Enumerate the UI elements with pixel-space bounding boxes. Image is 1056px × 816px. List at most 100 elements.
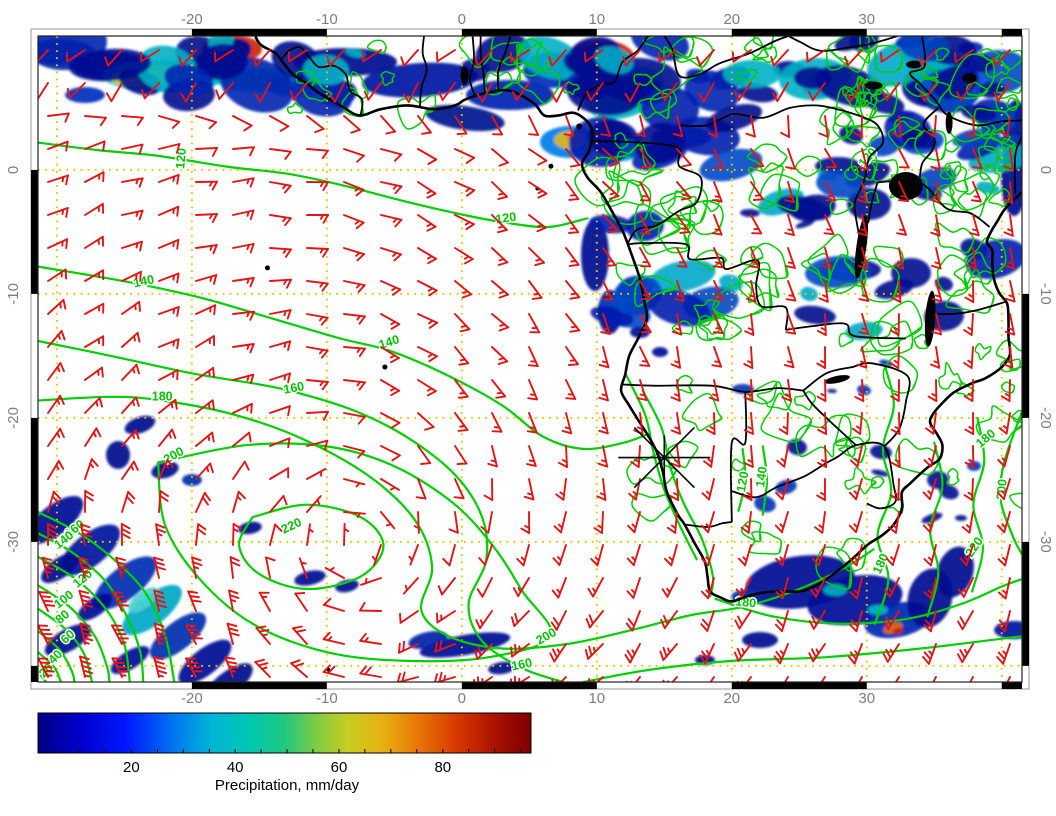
colorbar-label: Precipitation, mm/day — [214, 777, 360, 794]
lake — [945, 111, 953, 134]
height-contours — [38, 141, 1022, 682]
axis-label-right: -20 — [1037, 407, 1054, 429]
contour-label: 180 — [152, 390, 173, 404]
height-contour-40 — [38, 651, 62, 682]
axis-label-left: -30 — [5, 531, 22, 553]
location-marker-asterisk-icon — [618, 427, 711, 489]
map-frame — [30, 28, 1030, 690]
height-contour-160 — [625, 374, 698, 561]
height-contour-220 — [237, 503, 385, 591]
colorbar-tick-label: 80 — [434, 759, 451, 776]
axis-label-bottom: 20 — [723, 690, 740, 707]
contour-label: 120 — [495, 210, 518, 227]
precipitation-layer — [38, 36, 1022, 682]
height-contour-180 — [38, 395, 875, 650]
height-contour-140 — [38, 532, 145, 682]
africa-geography — [254, 36, 1022, 672]
country-border — [932, 300, 1008, 315]
island — [264, 265, 270, 271]
height-contour-120 — [737, 447, 747, 512]
height-contour-80 — [38, 607, 94, 682]
axis-label-right: 0 — [1037, 166, 1054, 174]
lake — [962, 73, 977, 84]
country-border — [679, 104, 885, 245]
height-contour-20 — [38, 671, 48, 682]
colorbar-gradient — [37, 712, 532, 754]
height-contour-220 — [971, 416, 986, 593]
height-contour-180 — [873, 367, 895, 625]
country-border — [577, 36, 649, 111]
country-border — [684, 521, 732, 528]
contour-label: 120 — [734, 470, 751, 493]
axis-label-left: -20 — [5, 407, 22, 429]
height-contour-160 — [38, 339, 565, 682]
coastline — [254, 36, 1022, 603]
contour-label: 120 — [173, 147, 189, 169]
country-border — [785, 322, 906, 340]
country-border — [909, 36, 1022, 127]
lake — [460, 66, 469, 85]
height-contour-140 — [38, 265, 650, 451]
country-border — [788, 36, 899, 52]
country-border — [594, 140, 703, 244]
height-contour-140 — [761, 445, 769, 516]
height-contour-160 — [641, 389, 715, 598]
axis-label-bottom: -20 — [181, 690, 203, 707]
country-border — [918, 107, 939, 183]
lake — [888, 172, 923, 201]
country-border — [281, 46, 364, 116]
colorbar-tick-label: 20 — [123, 759, 140, 776]
contour-label: 180 — [735, 594, 757, 610]
country-border — [802, 390, 857, 446]
wind-barbs — [38, 49, 1016, 682]
axis-label-left: 0 — [5, 166, 22, 174]
contour-label: 160 — [510, 655, 533, 673]
axis-labels: -20 -10 0 10 20 30 -20 -10 0 10 20 30 0 -10 -20 -30 0 -10… — [5, 11, 1054, 707]
colorbar-tick-label: 40 — [227, 759, 244, 776]
lake — [824, 375, 850, 384]
map-plot-area: 1201201401401601802002202001601801601401… — [38, 36, 1022, 682]
country-border — [496, 36, 512, 92]
axis-label-bottom: 10 — [588, 690, 605, 707]
axis-label-bottom: 30 — [858, 690, 875, 707]
contour-label: 140 — [753, 465, 770, 488]
axis-label-top: 20 — [723, 11, 740, 28]
height-contour-160 — [582, 635, 1022, 682]
country-border — [419, 36, 428, 107]
island — [576, 123, 583, 130]
height-contour-180 — [714, 578, 1022, 625]
height-contour-100 — [38, 584, 111, 682]
island — [548, 163, 554, 169]
height-contour-160 — [38, 511, 176, 682]
island — [382, 364, 388, 370]
country-border — [867, 182, 879, 224]
axis-label-top: 10 — [588, 11, 605, 28]
axis-label-bottom: -10 — [316, 690, 338, 707]
lake — [864, 81, 883, 90]
lake — [906, 60, 923, 69]
axis-label-top: -10 — [316, 11, 338, 28]
axis-label-right: -30 — [1037, 531, 1054, 553]
axis-label-bottom: 0 — [458, 690, 466, 707]
height-contour-120 — [38, 141, 589, 229]
axis-label-top: -20 — [181, 11, 203, 28]
country-border — [729, 391, 748, 523]
contour-label: 160 — [282, 379, 305, 396]
colorbar: 20 40 60 80 — [37, 712, 532, 776]
height-contour-120 — [38, 555, 131, 682]
country-border — [621, 383, 804, 393]
axis-label-top: 30 — [858, 11, 875, 28]
country-border — [479, 36, 486, 94]
axis-label-top: 0 — [458, 11, 466, 28]
country-border — [731, 441, 898, 510]
height-contour-200 — [157, 442, 553, 663]
country-border — [627, 241, 789, 330]
axis-label-right: -10 — [1037, 283, 1054, 305]
colorbar-tick-label: 60 — [331, 759, 348, 776]
country-border — [1013, 136, 1022, 194]
land-height-noise-contours — [286, 36, 1022, 590]
latlon-gridlines — [38, 36, 1022, 682]
country-border — [468, 36, 477, 98]
